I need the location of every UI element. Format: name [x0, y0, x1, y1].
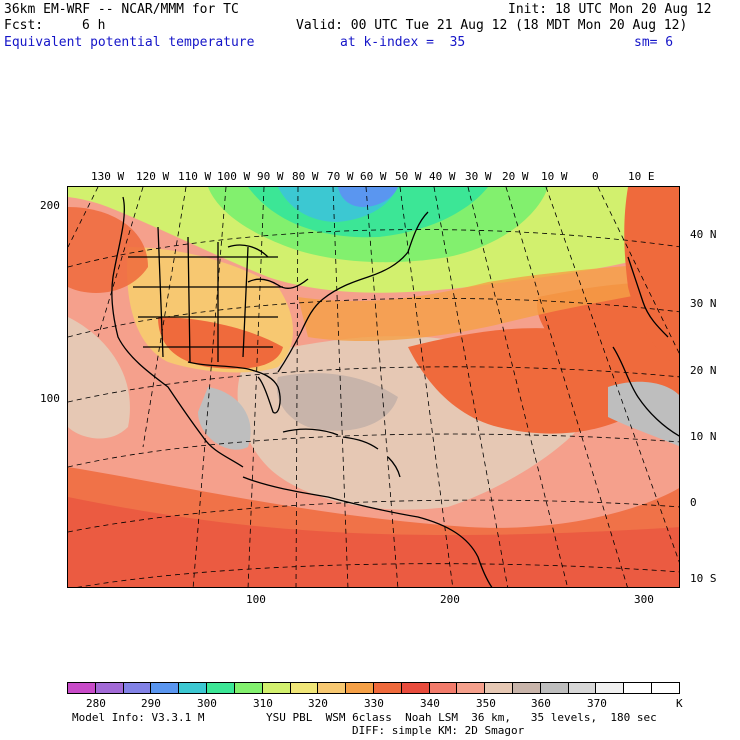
lat-label: 40 N	[690, 228, 717, 241]
colorbar-swatch	[290, 683, 319, 693]
lon-label: 10 E	[628, 170, 655, 183]
colorbar-swatch	[429, 683, 458, 693]
lon-label: 110 W	[178, 170, 212, 183]
colorbar-swatch	[123, 683, 152, 693]
colorbar-swatch	[596, 683, 625, 693]
forecast-label: Fcst:	[4, 18, 44, 33]
lon-label: 50 W	[395, 170, 422, 183]
lon-label: 130 W	[91, 170, 125, 183]
lon-label: 30 W	[465, 170, 492, 183]
lon-label: 20 W	[502, 170, 529, 183]
colorbar-label: 360	[531, 697, 551, 710]
lat-label: 20 N	[690, 364, 717, 377]
colorbar-swatch	[401, 683, 430, 693]
colorbar-label: 350	[476, 697, 496, 710]
colorbar-swatch	[540, 683, 569, 693]
colorbar-swatch	[207, 683, 235, 693]
k-index: at k-index = 35	[340, 35, 466, 50]
lon-label: 60 W	[360, 170, 387, 183]
valid-time: Valid: 00 UTC Tue 21 Aug 12 (18 MDT Mon …	[296, 18, 688, 33]
lat-label: 30 N	[690, 297, 717, 310]
diffusion-info: DIFF: simple KM: 2D Smagor	[352, 724, 525, 737]
map-panel	[67, 186, 680, 588]
field-name: Equivalent potential temperature	[4, 35, 255, 50]
grid-label-bottom: 300	[634, 593, 654, 606]
lon-label: 10 W	[541, 170, 568, 183]
lon-label: 40 W	[429, 170, 456, 183]
smoothing: sm= 6	[634, 35, 674, 50]
colorbar-label: 340	[420, 697, 440, 710]
colorbar-swatch	[318, 683, 347, 693]
colorbar-swatch	[68, 683, 96, 693]
lon-label: 80 W	[292, 170, 319, 183]
colorbar-swatch	[373, 683, 402, 693]
lon-label: 0	[592, 170, 599, 183]
colorbar-swatch	[262, 683, 291, 693]
lon-label: 120 W	[136, 170, 170, 183]
colorbar-swatch	[95, 683, 124, 693]
colorbar	[67, 682, 680, 694]
physics-info: YSU PBL WSM 6class Noah LSM 36 km, 35 le…	[266, 711, 657, 724]
lat-label: 10 N	[690, 430, 717, 443]
colorbar-swatch	[485, 683, 513, 693]
colorbar-swatch	[624, 683, 653, 693]
grid-label-bottom: 200	[440, 593, 460, 606]
init-time: Init: 18 UTC Mon 20 Aug 12	[508, 2, 712, 17]
colorbar-label: 330	[364, 697, 384, 710]
lat-label: 10 S	[690, 572, 717, 585]
grid-label-bottom: 100	[246, 593, 266, 606]
model-title: 36km EM-WRF -- NCAR/MMM for TC	[4, 2, 239, 17]
lon-label: 70 W	[327, 170, 354, 183]
forecast-hours: 6 h	[82, 18, 106, 33]
colorbar-swatch	[346, 683, 374, 693]
colorbar-label: 280	[86, 697, 106, 710]
colorbar-swatch	[457, 683, 486, 693]
colorbar-swatch	[513, 683, 541, 693]
colorbar-swatch	[568, 683, 597, 693]
theta-e-map	[68, 187, 679, 587]
lat-label: 0	[690, 496, 697, 509]
colorbar-label: 370	[587, 697, 607, 710]
colorbar-label: 310	[253, 697, 273, 710]
colorbar-swatch	[234, 683, 263, 693]
colorbar-swatch	[151, 683, 180, 693]
colorbar-swatch	[652, 683, 679, 693]
lon-label: 90 W	[257, 170, 284, 183]
colorbar-label: 320	[308, 697, 328, 710]
lon-label: 100 W	[217, 170, 251, 183]
grid-label-left: 100	[40, 392, 60, 405]
colorbar-swatch	[179, 683, 208, 693]
colorbar-label: 300	[197, 697, 217, 710]
colorbar-unit: K	[676, 697, 683, 710]
grid-label-left: 200	[40, 199, 60, 212]
model-info: Model Info: V3.3.1 M	[72, 711, 205, 724]
colorbar-label: 290	[141, 697, 161, 710]
